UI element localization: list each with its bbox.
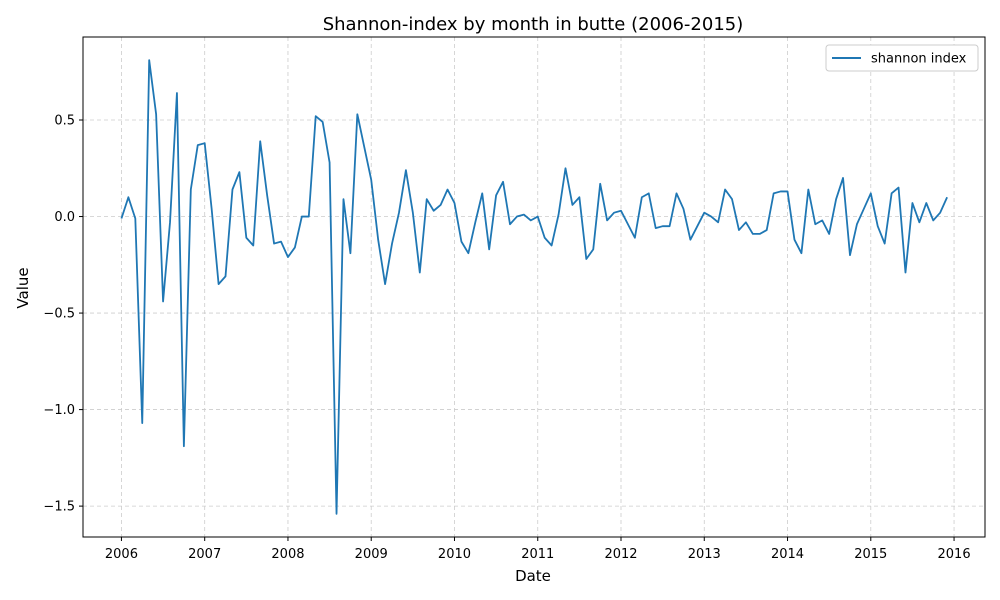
x-axis-label: Date [515, 567, 551, 585]
chart-title: Shannon-index by month in butte (2006-20… [323, 14, 744, 35]
x-tick-label: 2011 [521, 547, 554, 562]
y-tick-label: −1.5 [43, 500, 75, 515]
grid [83, 37, 985, 537]
series-layer [120, 59, 948, 515]
x-tick-label: 2008 [271, 547, 304, 562]
x-tick-label: 2015 [854, 547, 887, 562]
x-tick-label: 2014 [771, 547, 804, 562]
x-tick-label: 2006 [105, 547, 138, 562]
y-tick-label: 0.5 [54, 114, 75, 129]
y-axis-ticks: −1.5 −1.0 −0.5 0.0 0.5 [43, 114, 83, 515]
x-tick-label: 2009 [355, 547, 388, 562]
plot-frame [82, 36, 986, 538]
y-tick-label: −0.5 [43, 307, 75, 322]
y-axis-label: Value [14, 267, 32, 308]
x-tick-label: 2007 [188, 547, 221, 562]
legend: shannon index [825, 44, 979, 72]
y-tick-label: −1.0 [43, 403, 75, 418]
series-line-shannon-index [120, 59, 948, 515]
x-tick-label: 2016 [938, 547, 971, 562]
legend-label: shannon index [871, 52, 967, 67]
x-tick-label: 2012 [604, 547, 637, 562]
x-tick-label: 2010 [438, 547, 471, 562]
x-tick-label: 2013 [688, 547, 721, 562]
legend-box [825, 44, 979, 72]
x-axis-ticks: 2006 2007 2008 2009 2010 2011 2012 2013 2014 2015… [105, 537, 971, 562]
y-tick-label: 0.0 [54, 210, 75, 225]
